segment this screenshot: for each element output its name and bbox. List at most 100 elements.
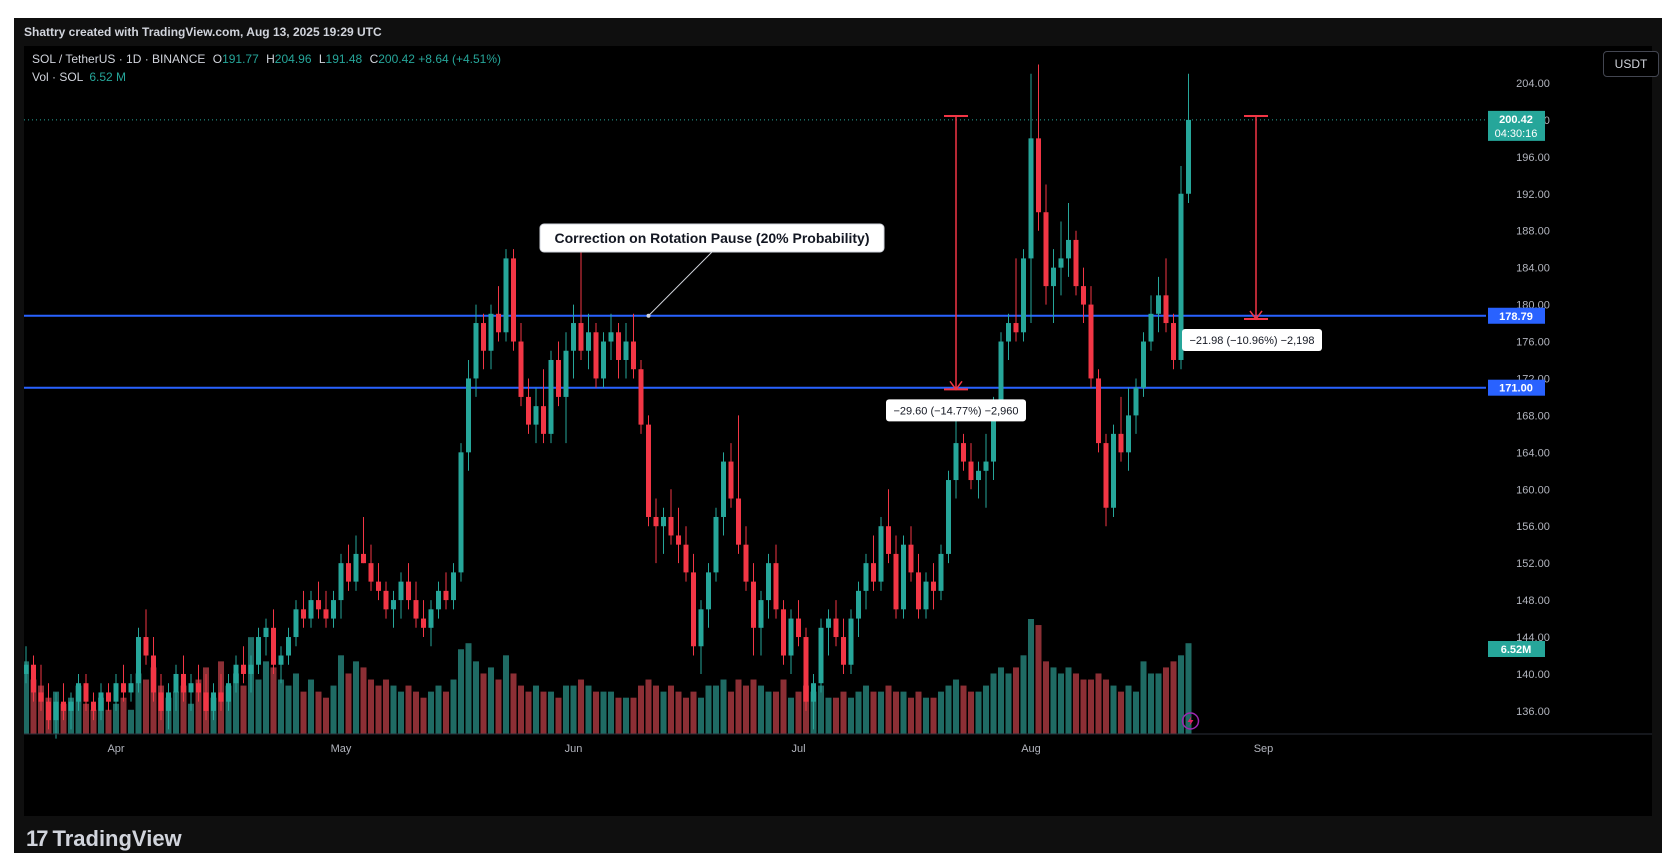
volume-bar	[383, 679, 389, 734]
candle-body	[421, 618, 426, 628]
candle-body	[608, 332, 614, 342]
candle-body	[796, 618, 801, 638]
candle-body	[1036, 138, 1041, 213]
candle-body	[488, 313, 494, 351]
candle-body	[1141, 341, 1146, 388]
x-tick-label: Jul	[791, 743, 805, 755]
y-tick-label: 136.00	[1516, 706, 1550, 718]
candle-body	[301, 609, 306, 619]
candle-body	[151, 655, 156, 693]
volume-bar	[1170, 661, 1177, 734]
candle-body	[563, 350, 569, 397]
volume-bar	[953, 679, 959, 734]
candle-body	[1021, 258, 1026, 333]
candle-body	[346, 563, 351, 582]
volume-bar	[195, 679, 202, 734]
tradingview-logo[interactable]: 17 TradingView	[26, 826, 182, 852]
axis-layer: 136.00140.00144.00148.00152.00156.00160.…	[24, 46, 1652, 816]
candle-body	[751, 581, 756, 628]
candle-body	[938, 553, 944, 591]
volume-bar	[173, 691, 179, 734]
candle-body	[293, 609, 299, 638]
volume-bar	[563, 685, 569, 734]
candle-body	[631, 341, 636, 370]
candle-body	[901, 544, 906, 610]
volume-bar	[818, 685, 824, 734]
candle-body	[533, 406, 539, 425]
volume-bar	[510, 673, 517, 734]
volume-bar	[840, 691, 847, 734]
candle-body	[736, 498, 741, 545]
y-tick-label: 188.00	[1516, 226, 1550, 238]
y-tick-label: 164.00	[1516, 447, 1550, 459]
candle-body	[1126, 415, 1131, 453]
volume-bar	[593, 691, 599, 734]
volume-bar	[600, 691, 607, 734]
x-tick-label: Aug	[1021, 743, 1041, 755]
attribution-bar: Shattry created with TradingView.com, Au…	[14, 18, 1662, 46]
volume-bar	[1140, 661, 1147, 734]
y-tick-label: 160.00	[1516, 484, 1550, 496]
volume-bar	[930, 697, 937, 734]
change-value: +8.64 (+4.51%)	[418, 52, 502, 66]
measure-layer: −29.60 (−14.77%) −2,960 −21.98 (−10.96%) …	[886, 115, 1322, 422]
candle-body	[743, 544, 749, 582]
volume-bar	[90, 709, 97, 734]
candle-body	[1088, 304, 1094, 379]
volume-bar	[1155, 673, 1162, 734]
volume-bar	[120, 697, 127, 734]
volume-bar	[503, 655, 509, 734]
volume-value: 6.52 M	[89, 70, 127, 84]
volume-bar	[443, 691, 449, 734]
volume-bar	[255, 679, 262, 734]
candle-body	[893, 553, 899, 610]
volume-bar	[135, 673, 142, 734]
candle-body	[1096, 378, 1101, 444]
horizontal-lines-layer	[24, 119, 1486, 389]
volume-bar	[240, 685, 247, 734]
open-label: O	[212, 52, 223, 66]
currency-button[interactable]: USDT	[1603, 51, 1659, 77]
volume-bar	[465, 643, 472, 734]
candle-body	[503, 258, 509, 333]
volume-bar	[143, 679, 149, 734]
candle-body	[1178, 193, 1184, 360]
volume-bar	[480, 673, 487, 734]
candle-body	[653, 516, 659, 527]
volume-bar	[1073, 673, 1079, 734]
candle-body	[916, 572, 921, 610]
candle-body	[1013, 323, 1019, 333]
measure-arrow	[949, 380, 963, 391]
lightning-bolt	[1187, 716, 1194, 726]
lightning-icon	[1181, 712, 1200, 730]
candle-body	[923, 581, 929, 610]
candle-body	[998, 341, 1004, 407]
volume-bar	[233, 673, 239, 734]
candle-body	[166, 692, 171, 711]
high-label: H	[266, 52, 275, 66]
candle-body	[458, 452, 464, 573]
volume-bar	[645, 679, 652, 734]
volume-bar	[495, 679, 502, 734]
volume-bar	[1110, 685, 1117, 734]
candle-body	[953, 443, 959, 481]
chart-panel[interactable]: −29.60 (−14.77%) −2,960 −21.98 (−10.96%) …	[24, 46, 1659, 816]
candle-body	[578, 323, 584, 351]
volume-bar	[1050, 667, 1057, 734]
volume-bar	[990, 673, 997, 734]
volume-bar	[668, 685, 674, 734]
symbol-pair: SOL / TetherUS · 1D · BINANCE	[32, 52, 206, 66]
candle-body	[991, 406, 996, 462]
candle-body	[983, 461, 989, 471]
annotation-text: Correction on Rotation Pause (20% Probab…	[554, 230, 869, 246]
volume-bar	[945, 685, 952, 734]
volume-bar	[960, 685, 967, 734]
measure-arrow	[1249, 310, 1263, 321]
volume-bar	[825, 697, 832, 734]
candle-body	[211, 692, 216, 711]
volume-bar	[750, 679, 757, 734]
candlestick-chart[interactable]: −29.60 (−14.77%) −2,960 −21.98 (−10.96%) …	[24, 46, 1652, 816]
volume-bar	[435, 685, 442, 734]
candle-body	[976, 470, 981, 481]
volume-bar	[1028, 619, 1034, 734]
